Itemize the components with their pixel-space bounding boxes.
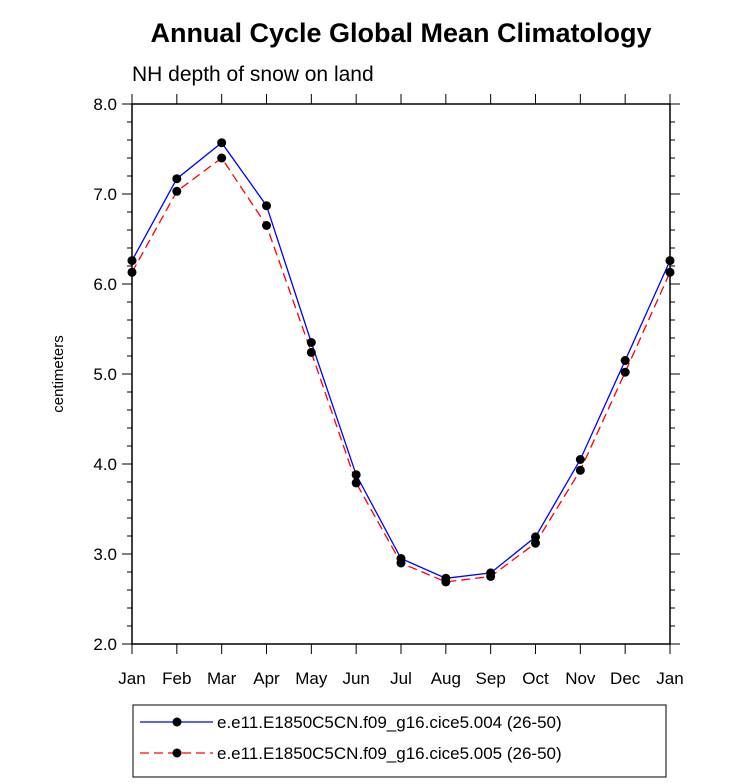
series-1-point [306, 338, 316, 347]
series-1-point [665, 256, 675, 266]
series-layer [127, 138, 675, 587]
series-2-point [217, 153, 227, 163]
legend-marker-series-1 [172, 717, 182, 727]
y-tick-label: 3.0 [93, 545, 117, 564]
series-1-point [531, 532, 540, 542]
legend-marker-series-2 [172, 748, 182, 758]
series-2-point [441, 577, 451, 587]
y-axis-label: centimeters [50, 335, 67, 413]
y-tick-label: 2.0 [93, 635, 117, 654]
legend-box [132, 704, 667, 778]
series-1-point [217, 138, 227, 148]
x-tick-label: May [295, 669, 328, 688]
y-tick-label: 4.0 [93, 455, 117, 474]
legend: e.e11.E1850C5CN.f09_g16.cice5.004 (26-50… [132, 704, 667, 778]
x-tick-label: Apr [253, 669, 280, 688]
x-tick-label: Jan [656, 669, 683, 688]
x-tick-label: Jul [390, 669, 412, 688]
series-2-point [486, 572, 496, 581]
series-line-2 [131, 157, 671, 583]
x-axis: Jan Feb Mar Apr May Jun Jul Aug Sep Oct Nov Dec Jan [118, 94, 684, 688]
x-tick-label: Dec [610, 669, 641, 688]
chart-title: Annual Cycle Global Mean Climatology [150, 18, 651, 48]
x-tick-label: Aug [431, 669, 461, 688]
series-1-point [262, 201, 271, 211]
series-1-point [172, 174, 182, 184]
legend-label-series-2: e.e11.E1850C5CN.f09_g16.cice5.005 (26-50… [217, 744, 562, 763]
series-line-1 [131, 141, 671, 579]
y-tick-label: 6.0 [93, 275, 117, 294]
x-tick-label: Jan [118, 669, 145, 688]
series-2-point [351, 478, 361, 488]
series-1-point [575, 455, 585, 464]
x-tick-label: Feb [162, 669, 191, 688]
legend-label-series-1: e.e11.E1850C5CN.f09_g16.cice5.004 (26-50… [217, 713, 562, 732]
y-axis: 2.0 3.0 4.0 5.0 6.0 7.0 8.0 [93, 95, 680, 654]
x-tick-label: Oct [522, 669, 549, 688]
x-tick-label: Nov [565, 669, 596, 688]
y-tick-label: 7.0 [93, 185, 117, 204]
x-tick-label: Sep [476, 669, 506, 688]
series-2-point [575, 465, 585, 475]
series-2-point [620, 367, 630, 377]
series-2-point [531, 538, 540, 548]
chart-subtitle: NH depth of snow on land [132, 63, 374, 86]
y-tick-label: 5.0 [93, 365, 117, 384]
x-tick-label: Jun [342, 669, 369, 688]
x-tick-label: Mar [207, 669, 237, 688]
series-1-point [620, 356, 630, 365]
series-2-point [262, 221, 271, 230]
series-2-point [127, 267, 137, 277]
series-1-point [127, 256, 137, 266]
y-tick-label: 8.0 [93, 95, 117, 114]
series-2-point [306, 347, 316, 357]
series-2-point [665, 267, 675, 277]
series-2-point [396, 558, 406, 568]
series-2-point [172, 186, 182, 196]
series-1-point [351, 470, 361, 480]
